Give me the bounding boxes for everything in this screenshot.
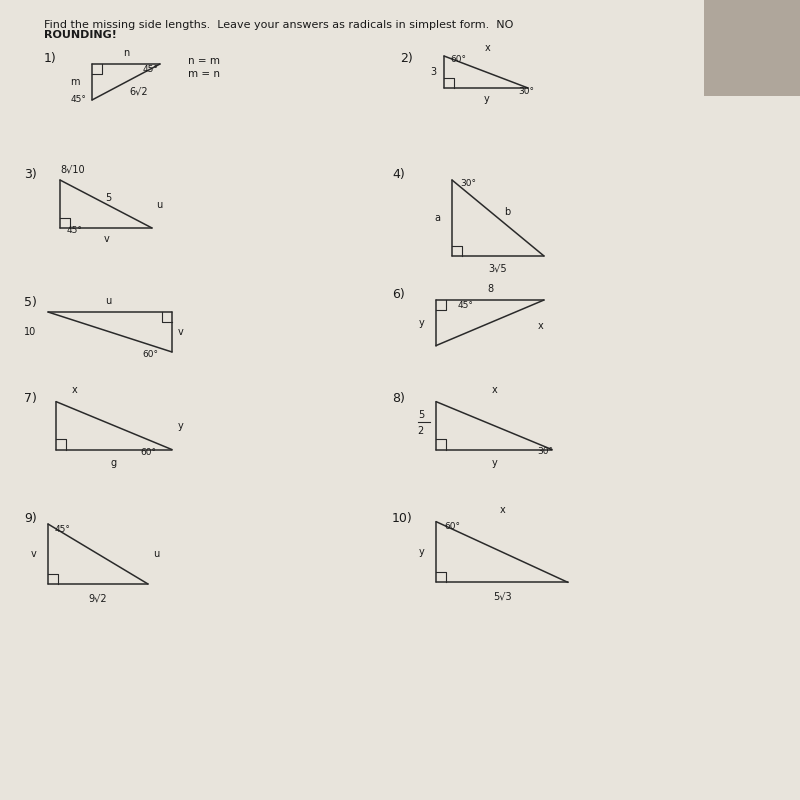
Text: 45°: 45°	[142, 65, 158, 74]
Text: y: y	[418, 547, 424, 557]
Text: x: x	[491, 385, 498, 395]
Text: 8: 8	[487, 284, 494, 294]
Text: 45°: 45°	[70, 94, 86, 104]
Text: m: m	[70, 77, 80, 86]
Text: v: v	[103, 234, 110, 245]
Text: 2): 2)	[400, 52, 413, 65]
Text: 5√3: 5√3	[493, 592, 512, 602]
Text: 9): 9)	[24, 512, 37, 525]
Text: a: a	[434, 213, 440, 222]
Text: 3): 3)	[24, 168, 37, 181]
Text: x: x	[72, 385, 78, 395]
Text: 8√10: 8√10	[60, 164, 85, 174]
Text: 10: 10	[24, 327, 36, 337]
Text: Find the missing side lengths.  Leave your answers as radicals in simplest form.: Find the missing side lengths. Leave you…	[44, 20, 514, 30]
Text: 5: 5	[105, 194, 111, 203]
Text: n: n	[123, 48, 130, 58]
Text: y: y	[491, 458, 498, 467]
Text: x: x	[485, 42, 491, 53]
Text: n = m
m = n: n = m m = n	[188, 56, 220, 79]
Text: 8): 8)	[392, 392, 405, 405]
Text: 3√5: 3√5	[488, 264, 507, 274]
Text: x: x	[499, 506, 506, 515]
Text: 5): 5)	[24, 296, 37, 309]
Text: 30°: 30°	[460, 179, 476, 189]
Text: 60°: 60°	[450, 55, 466, 65]
Text: 45°: 45°	[458, 301, 474, 310]
Text: 60°: 60°	[140, 448, 156, 457]
Text: u: u	[154, 549, 160, 558]
Text: 10): 10)	[392, 512, 413, 525]
Text: y: y	[483, 94, 490, 104]
Text: 1): 1)	[44, 52, 57, 65]
Text: 60°: 60°	[142, 350, 158, 359]
Text: 45°: 45°	[54, 525, 70, 534]
Text: b: b	[504, 207, 510, 217]
Text: 6): 6)	[392, 288, 405, 301]
Text: 4): 4)	[392, 168, 405, 181]
Text: 2: 2	[418, 426, 424, 435]
Text: x: x	[538, 321, 543, 330]
Text: g: g	[110, 458, 117, 467]
Text: 30°: 30°	[538, 447, 554, 456]
Text: 7): 7)	[24, 392, 37, 405]
Text: 3: 3	[430, 67, 436, 77]
Text: u: u	[156, 200, 162, 210]
Text: 60°: 60°	[444, 522, 460, 531]
Text: 5: 5	[418, 410, 424, 420]
Text: ROUNDING!: ROUNDING!	[44, 30, 117, 40]
Text: v: v	[31, 549, 37, 558]
Text: 30°: 30°	[518, 87, 534, 96]
Text: 6√2: 6√2	[130, 86, 148, 96]
Text: 9√2: 9√2	[88, 594, 107, 603]
Text: u: u	[105, 296, 111, 306]
Text: 45°: 45°	[66, 226, 82, 234]
Text: v: v	[178, 327, 183, 337]
Bar	[704, 0, 800, 96]
Text: y: y	[418, 318, 424, 328]
Text: y: y	[178, 421, 183, 430]
